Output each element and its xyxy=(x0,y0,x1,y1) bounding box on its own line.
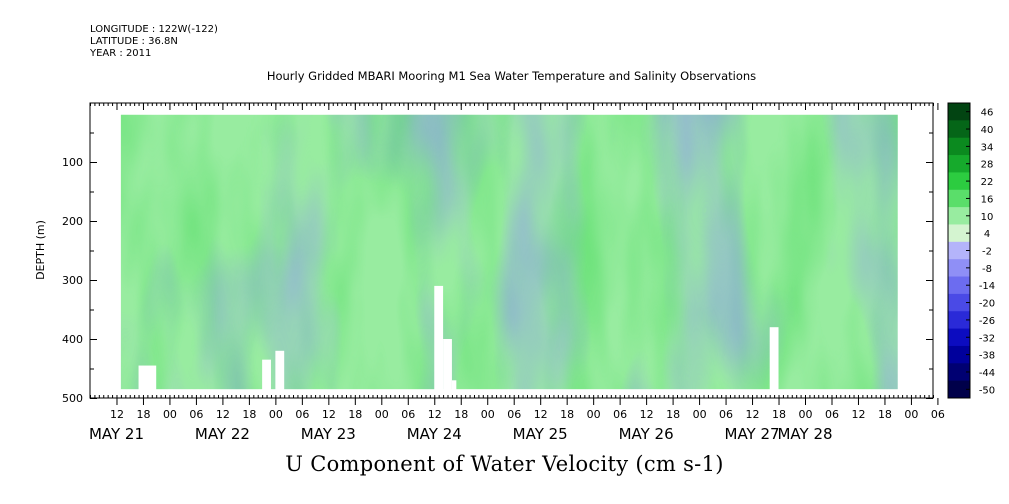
x-tick-label: 00 xyxy=(693,408,707,421)
x-date-label: MAY 25 xyxy=(513,425,568,443)
x-tick-label: 18 xyxy=(772,408,786,421)
x-tick-label: 00 xyxy=(904,408,918,421)
colorbar-swatch xyxy=(948,189,970,208)
missing-data-gap xyxy=(262,359,271,398)
year-label: YEAR : 2011 xyxy=(90,48,152,59)
chart-caption: U Component of Water Velocity (cm s-1) xyxy=(285,452,724,476)
x-tick-label: 00 xyxy=(269,408,283,421)
missing-data-gap xyxy=(434,285,444,398)
x-tick-label: 12 xyxy=(851,408,865,421)
x-tick-label: 06 xyxy=(507,408,521,421)
colorbar-label: -44 xyxy=(979,368,995,379)
colorbar-label: -20 xyxy=(979,299,995,310)
colorbar-swatch xyxy=(948,311,970,330)
colorbar-label: 28 xyxy=(981,160,994,171)
y-tick-label: 200 xyxy=(62,215,83,228)
missing-data-gap xyxy=(275,350,285,398)
colorbar-swatch xyxy=(948,345,970,364)
colorbar-swatch xyxy=(948,293,970,312)
y-tick-label: 300 xyxy=(62,274,83,287)
x-tick-label: 12 xyxy=(322,408,336,421)
colorbar-label: -8 xyxy=(982,264,992,275)
colorbar-label: -2 xyxy=(982,247,992,258)
colorbar-label: 34 xyxy=(981,142,994,153)
x-tick-label: 06 xyxy=(401,408,415,421)
colorbar-swatch xyxy=(948,224,970,243)
x-tick-label: 12 xyxy=(428,408,442,421)
x-tick-label: 06 xyxy=(719,408,733,421)
colorbar-label: -14 xyxy=(979,281,995,292)
y-axis-label: DEPTH (m) xyxy=(34,220,47,280)
x-tick-label: 18 xyxy=(348,408,362,421)
colorbar-label: 46 xyxy=(981,108,994,119)
colorbar-label: 22 xyxy=(981,177,994,188)
x-tick-label: 12 xyxy=(640,408,654,421)
missing-data-gap xyxy=(769,327,779,398)
colorbar-swatch xyxy=(948,172,970,191)
x-tick-label: 12 xyxy=(746,408,760,421)
colorbar-swatch xyxy=(948,241,970,260)
missing-data-gap xyxy=(443,339,452,398)
x-tick-label: 18 xyxy=(878,408,892,421)
missing-data-gap xyxy=(451,380,457,398)
data-field-texture-blue xyxy=(120,114,898,390)
x-date-label: MAY 23 xyxy=(301,425,356,443)
x-date-label: MAY 22 xyxy=(195,425,250,443)
colorbar-swatch xyxy=(948,328,970,347)
colorbar-label: 4 xyxy=(984,229,990,240)
colorbar-swatch xyxy=(948,137,970,156)
colorbar-swatch xyxy=(948,103,970,121)
x-date-label: MAY 21 xyxy=(89,425,144,443)
colorbar-swatch xyxy=(948,120,970,139)
x-tick-label: 18 xyxy=(560,408,574,421)
x-tick-label: 00 xyxy=(481,408,495,421)
x-tick-label: 18 xyxy=(666,408,680,421)
x-tick-label: 00 xyxy=(587,408,601,421)
colorbar-label: 16 xyxy=(981,194,994,205)
x-tick-label: 12 xyxy=(534,408,548,421)
colorbar-label: -38 xyxy=(979,351,995,362)
colorbar-swatch xyxy=(948,207,970,225)
x-tick-label: 06 xyxy=(295,408,309,421)
x-date-label: MAY 28 xyxy=(777,425,832,443)
colorbar-label: -50 xyxy=(979,385,995,396)
x-tick-label: 00 xyxy=(799,408,813,421)
longitude-label: LONGITUDE : 122W(-122) xyxy=(90,24,218,35)
x-date-label: MAY 27 xyxy=(725,425,780,443)
x-tick-label: 18 xyxy=(454,408,468,421)
x-tick-label: 12 xyxy=(110,408,124,421)
x-date-label: MAY 24 xyxy=(407,425,462,443)
colorbar-label: 40 xyxy=(981,125,994,136)
y-tick-label: 400 xyxy=(62,333,83,346)
x-tick-label: 18 xyxy=(136,408,150,421)
y-tick-label: 500 xyxy=(62,392,83,405)
colorbar-swatch xyxy=(948,276,970,295)
colorbar-label: -26 xyxy=(979,316,995,327)
latitude-label: LATITUDE : 36.8N xyxy=(90,36,178,47)
x-tick-label: 00 xyxy=(163,408,177,421)
colorbar-swatch xyxy=(948,363,970,382)
y-tick-label: 100 xyxy=(62,156,83,169)
x-date-label: MAY 26 xyxy=(619,425,674,443)
x-tick-label: 06 xyxy=(189,408,203,421)
x-tick-label: 12 xyxy=(216,408,230,421)
colorbar-swatch xyxy=(948,259,970,278)
colorbar-label: -32 xyxy=(979,333,995,344)
x-tick-label: 06 xyxy=(613,408,627,421)
colorbar-swatch xyxy=(948,155,970,173)
chart-title: Hourly Gridded MBARI Mooring M1 Sea Wate… xyxy=(266,69,757,83)
x-tick-label: 18 xyxy=(242,408,256,421)
colorbar-label: 10 xyxy=(981,212,994,223)
colorbar-swatch xyxy=(948,380,970,399)
x-tick-label: 06 xyxy=(825,408,839,421)
x-tick-label: 00 xyxy=(375,408,389,421)
x-tick-label: 06 xyxy=(931,408,945,421)
missing-data-gap xyxy=(138,365,157,398)
